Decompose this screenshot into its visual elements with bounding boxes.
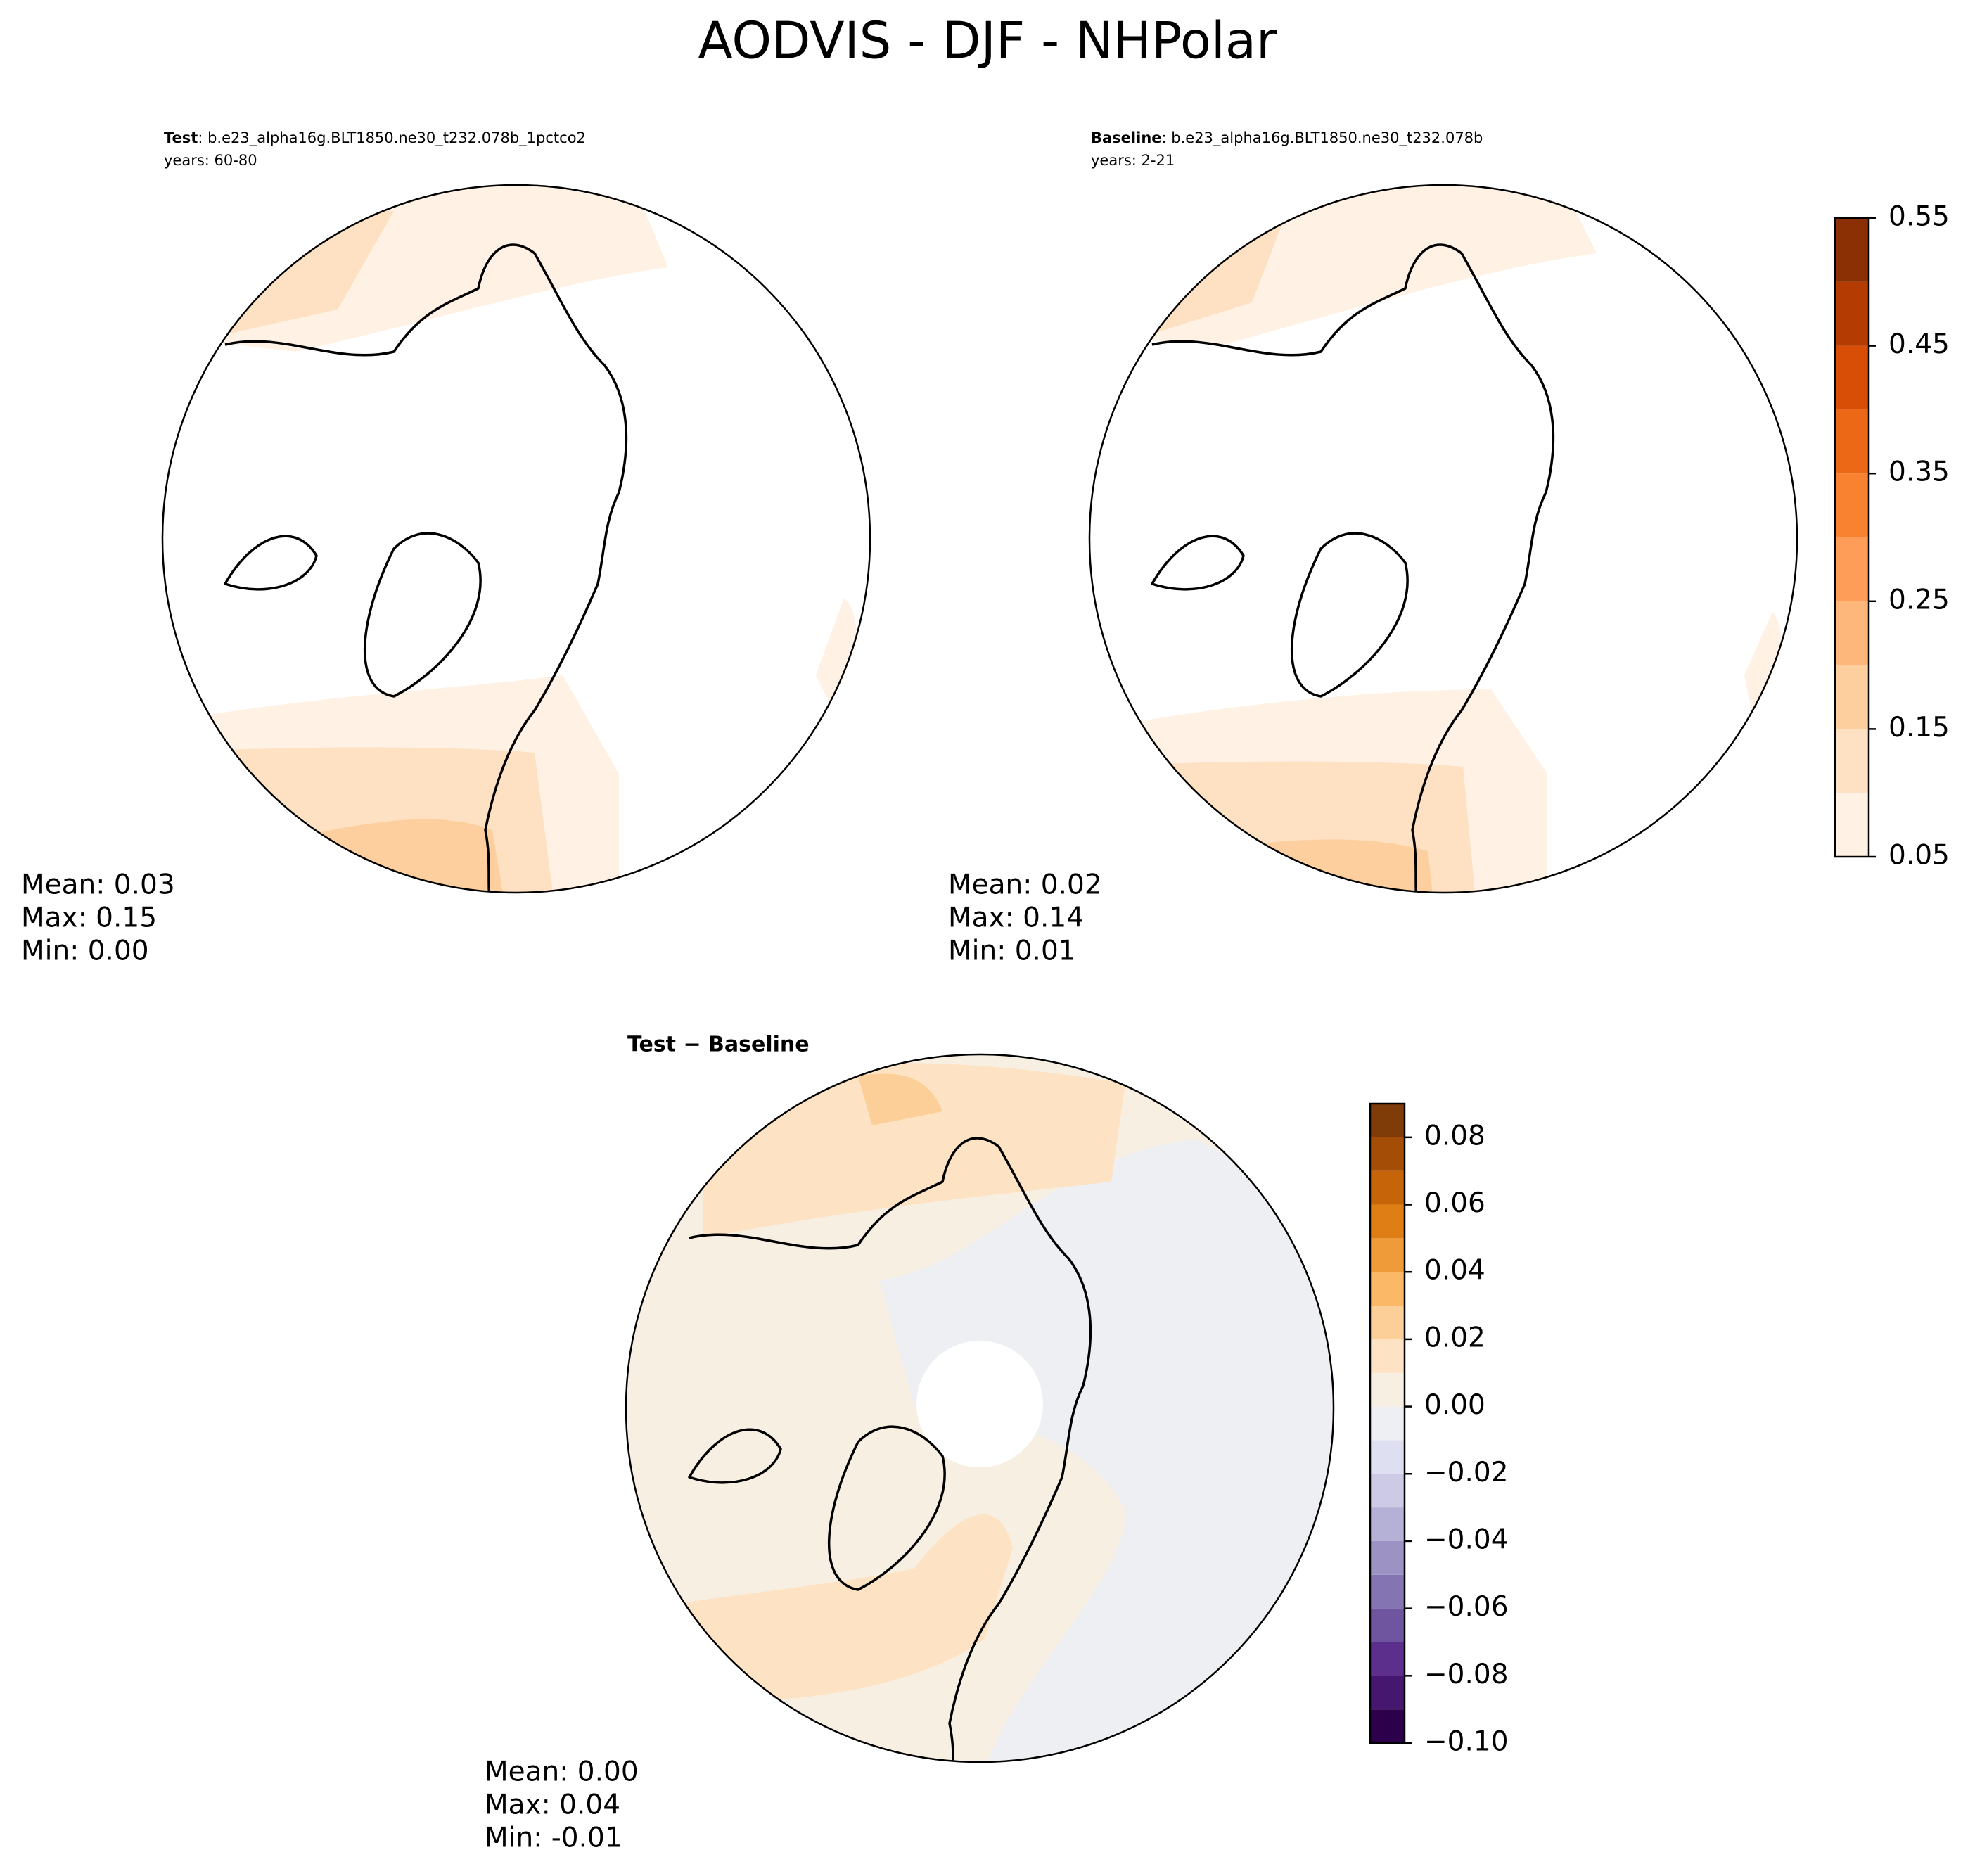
missing-data	[916, 1341, 1043, 1467]
panel-title: Baseline: b.e23_alpha16g.BLT1850.ne30_t2…	[1091, 129, 1483, 147]
colorbar-segment	[1370, 1574, 1405, 1609]
colorbar-segment	[1370, 1272, 1405, 1306]
panel-label: Baseline	[1091, 129, 1162, 146]
colorbar-tick-label: −0.06	[1424, 1591, 1509, 1623]
coastline	[363, 532, 482, 698]
contour-fill	[1252, 839, 1435, 893]
panel-years: years: 60-80	[164, 152, 257, 169]
colorbar-segment	[1835, 409, 1869, 474]
colorbar-tick-label: 0.00	[1424, 1389, 1485, 1421]
colorbar-segment	[1370, 1170, 1405, 1205]
colorbar-tick-label: −0.04	[1424, 1524, 1509, 1555]
contour-fill	[816, 598, 857, 703]
colorbar-segment	[1835, 218, 1869, 282]
panel-label: Test − Baseline	[627, 1033, 810, 1057]
panel-case: : b.e23_alpha16g.BLT1850.ne30_t232.078b	[1162, 129, 1483, 147]
colorbar-segment	[1370, 1474, 1405, 1508]
coastline	[224, 243, 628, 893]
colorbar-tick-label: 0.35	[1888, 457, 1950, 488]
colorbar-segment	[1370, 1440, 1405, 1474]
colorbar-tick-label: −0.02	[1424, 1457, 1509, 1488]
colorbar-tick-label: 0.04	[1424, 1255, 1485, 1287]
colorbar-segment	[1370, 1238, 1405, 1272]
coastline	[1290, 532, 1409, 698]
colorbar-segment	[1370, 1137, 1405, 1171]
colorbar-tick-label: 0.08	[1424, 1120, 1485, 1151]
colorbar-segment	[1370, 1507, 1405, 1541]
colorbar-segment	[1370, 1608, 1405, 1642]
contour-fill	[703, 1063, 1125, 1238]
colorbar-segment	[1370, 1372, 1405, 1407]
colorbar-segment	[1370, 1676, 1405, 1710]
colorbar-tick-label: 0.06	[1424, 1187, 1485, 1219]
panel-case: : b.e23_alpha16g.BLT1850.ne30_t232.078b_…	[198, 129, 586, 147]
map-difference	[626, 1054, 1334, 1762]
map-boundary	[625, 1053, 1335, 1763]
panel-stat: Min: -0.01	[485, 1823, 622, 1854]
colorbar-segment	[1370, 1306, 1405, 1339]
colorbar-tick-label: 0.15	[1888, 712, 1950, 744]
colorbar-segment	[1835, 345, 1869, 410]
colorbar-segment	[1835, 665, 1869, 729]
panel-title: Test: b.e23_alpha16g.BLT1850.ne30_t232.0…	[164, 129, 586, 147]
coastline	[224, 535, 318, 591]
panel-stat: Mean: 0.02	[948, 869, 1102, 901]
colorbar-tick-label: −0.08	[1424, 1659, 1509, 1690]
colorbar-segment	[1835, 281, 1869, 346]
panel-stat: Min: 0.01	[948, 936, 1076, 967]
colorbar-segment	[1835, 473, 1869, 537]
panel-label: Test	[164, 129, 198, 146]
colorbar-tick-label: 0.02	[1424, 1322, 1485, 1353]
contour-fill	[295, 819, 506, 893]
colorbar-segment	[1370, 1540, 1405, 1575]
coastline	[1151, 535, 1245, 591]
coastline	[689, 1137, 1092, 1762]
panel-stat: Mean: 0.03	[21, 869, 175, 901]
colorbar-tick-label: 0.25	[1888, 584, 1950, 615]
map-boundary	[1088, 184, 1798, 894]
contour-fill	[1744, 612, 1782, 710]
colorbar-frame	[1369, 1102, 1406, 1744]
colorbar-segment	[1835, 729, 1869, 793]
colorbar-segment	[1370, 1642, 1405, 1676]
coastline	[688, 1428, 782, 1484]
contour-fill	[675, 1514, 1013, 1702]
colorbar-segment	[1835, 537, 1869, 601]
map-test	[162, 185, 857, 893]
colorbar-segment	[1835, 601, 1869, 665]
map-baseline	[1089, 185, 1782, 893]
panel-stat: Max: 0.15	[21, 902, 157, 934]
panel-stat: Mean: 0.00	[485, 1756, 639, 1788]
contour-fill	[858, 1073, 942, 1125]
coastline	[827, 1425, 946, 1591]
map-boundary	[161, 184, 871, 894]
colorbar-segment	[1370, 1204, 1405, 1239]
colorbar-tick-label: 0.45	[1888, 328, 1950, 360]
colorbar-segment	[1370, 1709, 1405, 1743]
colorbar-tick-label: 0.05	[1888, 840, 1950, 872]
colorbar-segment	[1835, 793, 1869, 857]
colorbar-tick-label: −0.10	[1424, 1726, 1509, 1758]
contour-fill	[879, 1140, 1334, 1762]
panel-stat: Max: 0.14	[948, 902, 1084, 934]
figure-title: AODVIS - DJF - NHPolar	[698, 11, 1277, 70]
panel-years: years: 2-21	[1091, 152, 1175, 169]
colorbar-segment	[1370, 1406, 1405, 1441]
coastline	[1151, 243, 1555, 893]
panel-stat: Max: 0.04	[485, 1789, 620, 1821]
colorbar-segment	[1370, 1339, 1405, 1373]
colorbar-frame	[1834, 217, 1870, 858]
colorbar-tick-label: 0.55	[1888, 201, 1950, 233]
panel-stat: Min: 0.00	[21, 936, 149, 967]
colorbar-segment	[1370, 1104, 1405, 1137]
